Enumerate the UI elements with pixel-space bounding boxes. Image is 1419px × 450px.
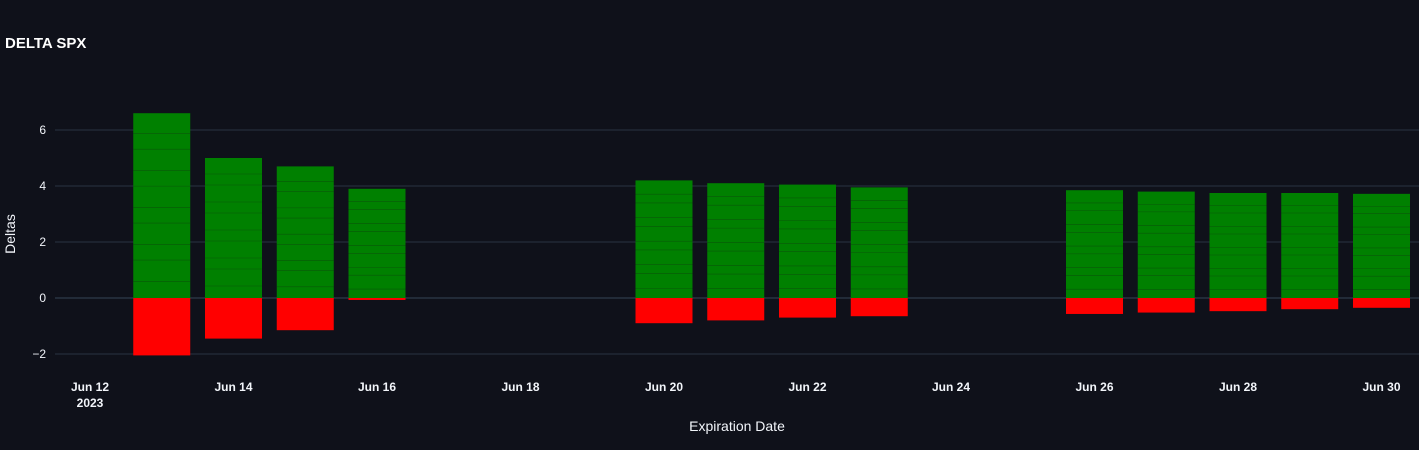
positive-delta-bar xyxy=(205,158,262,298)
negative-delta-bar xyxy=(850,298,908,317)
negative-delta-bar xyxy=(1209,298,1267,312)
negative-delta-bar xyxy=(1137,298,1195,313)
negative-delta-bar xyxy=(1353,298,1410,308)
y-axis-ticks: −2 0 2 4 6 xyxy=(32,123,46,361)
x-tick-label: Jun 24 xyxy=(932,380,970,394)
negative-delta-bar xyxy=(276,298,334,331)
y-tick-label: −2 xyxy=(32,347,46,361)
x-tick-sublabel: 2023 xyxy=(77,396,104,410)
y-tick-label: 4 xyxy=(39,179,46,193)
positive-delta-bar xyxy=(1353,193,1410,298)
negative-delta-bar xyxy=(205,298,262,339)
positive-delta-bar xyxy=(1209,193,1267,298)
x-tick-label: Jun 18 xyxy=(501,380,539,394)
positive-delta-bar xyxy=(133,113,191,298)
positive-delta-bar xyxy=(1281,193,1339,298)
x-axis-title: Expiration Date xyxy=(689,418,785,434)
y-tick-label: 2 xyxy=(39,235,46,249)
positive-delta-bar xyxy=(1137,191,1195,298)
negative-delta-bar xyxy=(1066,298,1123,314)
x-tick-label: Jun 20 xyxy=(645,380,683,394)
bars xyxy=(133,113,1410,356)
x-tick-label: Jun 26 xyxy=(1075,380,1113,394)
positive-delta-bar xyxy=(850,187,908,298)
positive-delta-bar xyxy=(276,166,334,298)
y-axis-title: Deltas xyxy=(2,214,18,254)
positive-delta-bar xyxy=(348,188,406,298)
positive-delta-bar xyxy=(635,180,693,298)
y-tick-label: 0 xyxy=(39,291,46,305)
negative-delta-bar xyxy=(348,298,406,300)
negative-delta-bar xyxy=(635,298,693,324)
y-tick-label: 6 xyxy=(39,123,46,137)
negative-delta-bar xyxy=(707,298,765,321)
x-axis-ticks: Jun 12 2023 Jun 14 Jun 16 Jun 18 Jun 20 Jun 22… xyxy=(71,380,1401,410)
x-tick-label: Jun 16 xyxy=(358,380,396,394)
x-tick-label: Jun 28 xyxy=(1219,380,1257,394)
positive-delta-bar xyxy=(707,183,765,298)
positive-delta-bar xyxy=(1066,190,1123,298)
positive-delta-bar xyxy=(779,184,836,298)
x-tick-label: Jun 12 xyxy=(71,380,109,394)
negative-delta-bar xyxy=(1281,298,1339,310)
negative-delta-bar xyxy=(133,298,191,356)
chart-title: DELTA SPX xyxy=(5,35,87,52)
x-tick-label: Jun 14 xyxy=(214,380,252,394)
x-tick-label: Jun 30 xyxy=(1362,380,1400,394)
x-tick-label: Jun 22 xyxy=(788,380,826,394)
negative-delta-bar xyxy=(779,298,836,318)
